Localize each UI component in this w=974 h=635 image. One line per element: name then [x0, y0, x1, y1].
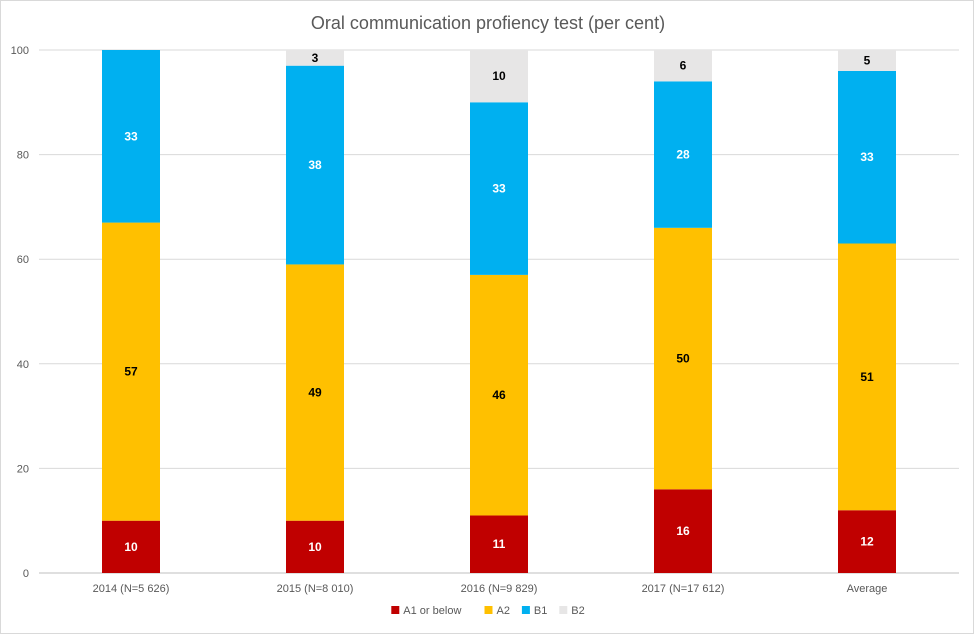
legend-item: A1 or below: [391, 605, 461, 617]
bar-segment: [838, 243, 896, 511]
y-tick-label: 100: [11, 45, 29, 57]
bar-segment: [838, 50, 896, 71]
data-label: 28: [676, 148, 690, 162]
bar-segment: [654, 50, 712, 82]
x-tick-label: 2016 (N=9 829): [461, 583, 538, 595]
data-label: 33: [124, 129, 138, 143]
bar-segment: [286, 264, 344, 521]
bar-segment: [286, 65, 344, 265]
bar-stack: 10 49 38 3: [286, 50, 344, 573]
x-tick-label: 2014 (N=5 626): [93, 583, 170, 595]
data-label: 11: [493, 537, 506, 551]
bar-segment: [102, 520, 160, 573]
chart-title: Oral communication profiency test (per c…: [311, 13, 665, 33]
data-label: 3: [312, 51, 319, 65]
legend-swatch: [391, 606, 400, 614]
y-tick-label: 20: [17, 463, 29, 475]
y-axis-ticks: 0 20 40 60 80 100: [11, 45, 29, 580]
data-label: 57: [124, 365, 138, 379]
x-tick-label: Average: [847, 583, 888, 595]
y-tick-label: 80: [17, 150, 29, 162]
bar-segment: [470, 50, 528, 103]
legend-swatch: [559, 606, 568, 614]
y-tick-label: 60: [17, 254, 29, 266]
bar-stack: 11 46 33 10: [470, 50, 528, 573]
legend: A1 or below A2 B1 B2: [391, 605, 585, 617]
data-label: 33: [492, 182, 506, 196]
legend-label: B1: [534, 605, 547, 617]
legend-label: A1 or below: [403, 605, 461, 617]
y-tick-label: 40: [17, 359, 29, 371]
data-label: 5: [864, 53, 871, 67]
bar-segment: [654, 489, 712, 573]
data-label: 16: [676, 524, 690, 538]
bar-segment: [654, 227, 712, 490]
bar-stack: 10 57 33: [102, 50, 160, 573]
bar-stack: 16 50 28 6: [654, 50, 712, 573]
data-label: 46: [492, 388, 506, 402]
data-label: 38: [308, 158, 322, 172]
legend-label: A2: [497, 605, 510, 617]
bar-segment: [102, 222, 160, 521]
bar-stack: 12 51 33 5: [838, 50, 896, 573]
bar-segment: [654, 81, 712, 228]
bar-segment: [286, 520, 344, 573]
legend-item: A2: [484, 605, 510, 617]
legend-swatch: [521, 606, 530, 614]
legend-item: B1: [521, 605, 547, 617]
data-label: 33: [860, 150, 874, 164]
bar-segment: [470, 515, 528, 573]
x-axis-ticks: 2014 (N=5 626) 2015 (N=8 010) 2016 (N=9 82…: [93, 583, 888, 595]
data-label: 10: [124, 540, 138, 554]
legend-swatch: [484, 606, 493, 614]
bars: 10 57 33 10 49 38 3 11 46 33 10 16 50 28 6 12 51 33 5: [102, 50, 896, 573]
legend-label: B2: [571, 605, 584, 617]
bar-segment: [470, 102, 528, 275]
x-tick-label: 2017 (N=17 612): [642, 583, 725, 595]
bar-segment: [838, 510, 896, 573]
data-label: 51: [860, 370, 874, 384]
data-label: 10: [492, 69, 506, 83]
x-tick-label: 2015 (N=8 010): [277, 583, 354, 595]
data-label: 49: [308, 386, 322, 400]
data-label: 50: [676, 352, 690, 366]
data-label: 12: [860, 535, 874, 549]
bar-segment: [102, 50, 160, 223]
bar-segment: [470, 274, 528, 516]
y-tick-label: 0: [23, 568, 29, 580]
data-label: 10: [308, 540, 322, 554]
data-label: 6: [680, 59, 687, 73]
legend-item: B2: [559, 605, 585, 617]
bar-segment: [286, 50, 344, 66]
bar-segment: [838, 70, 896, 244]
